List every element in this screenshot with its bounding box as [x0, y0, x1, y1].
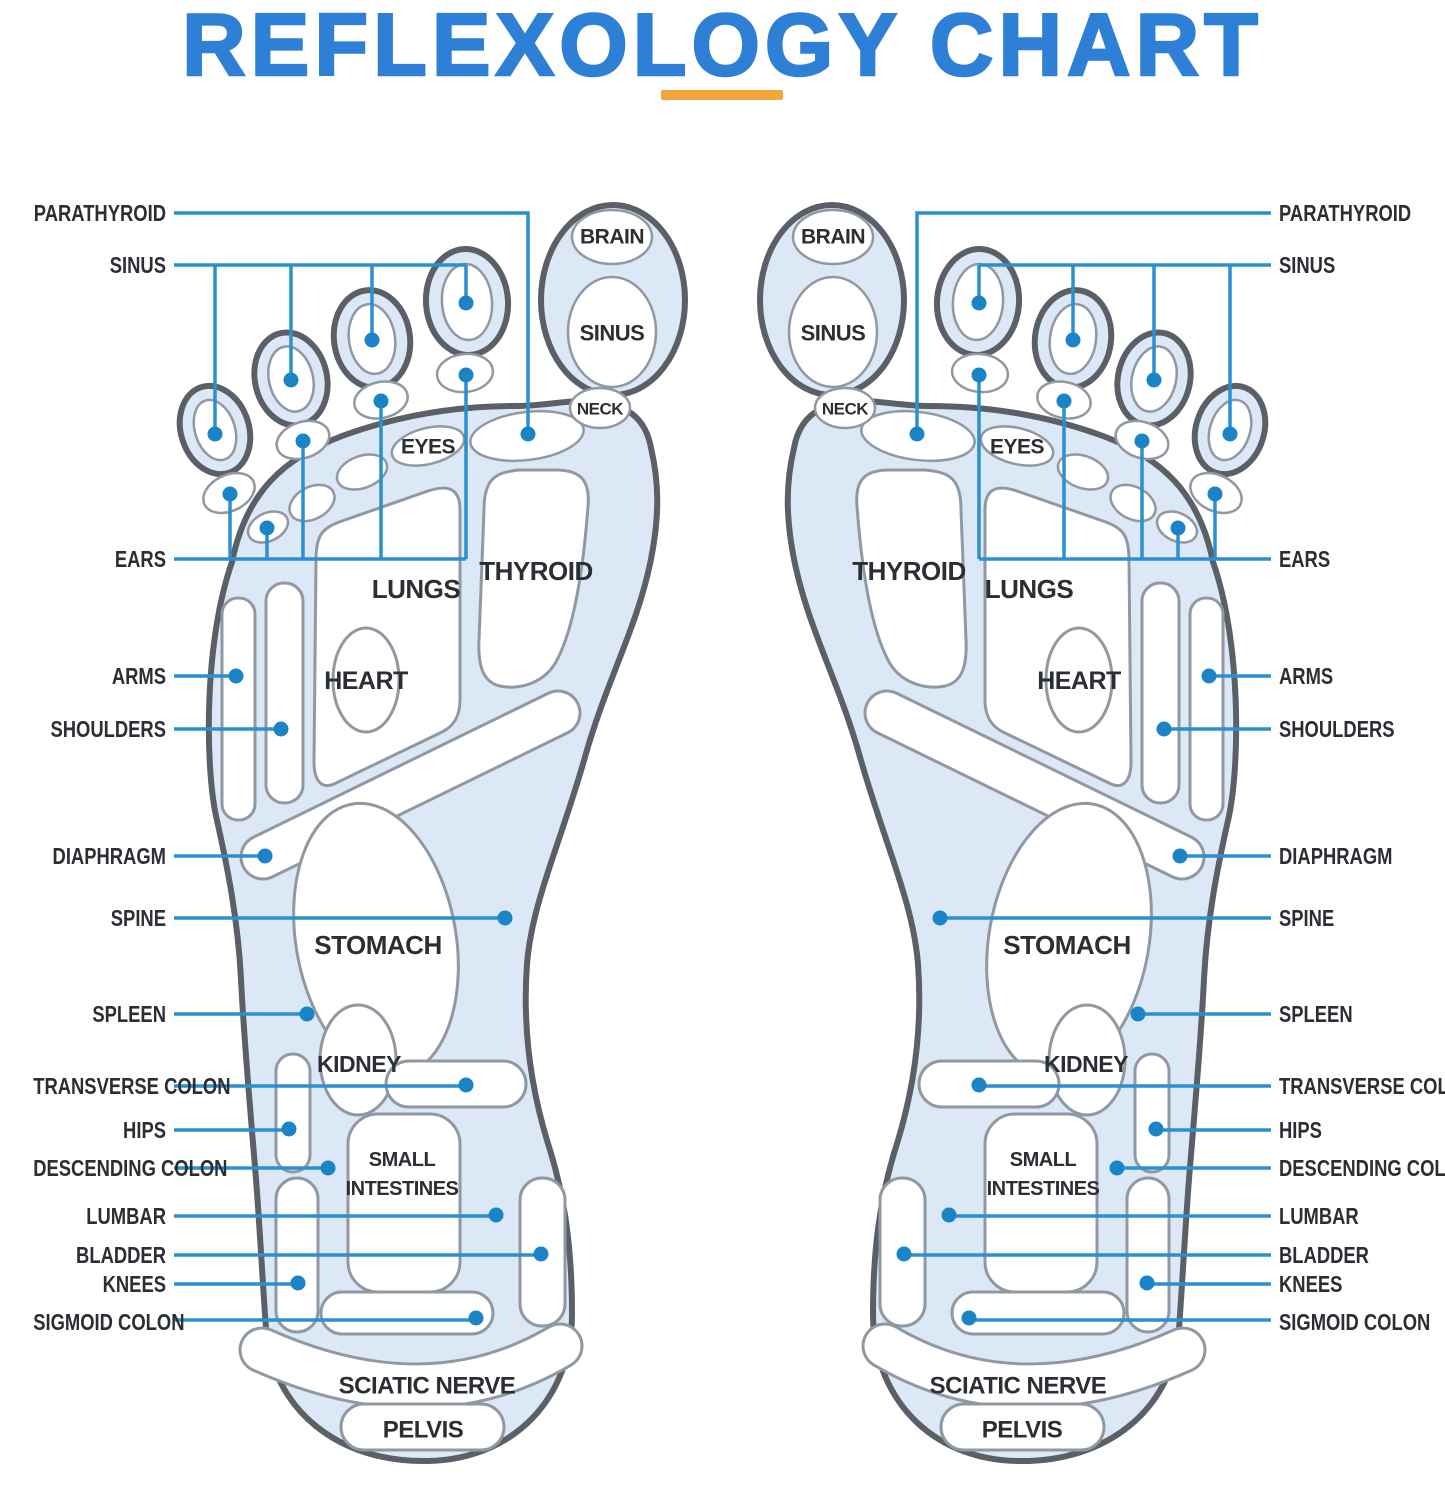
organ-label-sciatic-nerve-left: SCIATIC NERVE [339, 1373, 516, 1400]
svg-text:INTESTINES: INTESTINES [346, 1178, 459, 1200]
side-label-left-lumbar: LUMBAR [86, 1203, 166, 1229]
organ-label-stomach-right: STOMACH [1003, 930, 1130, 960]
organ-label-eyes-left: EYES [401, 436, 456, 459]
side-label-right-sinus: SINUS [1279, 252, 1336, 278]
organ-label-small-intestines-right: SMALL [1010, 1149, 1077, 1171]
organ-label-pelvis-right: PELVIS [982, 1417, 1063, 1444]
organ-label-sinus-left: SINUS [580, 321, 645, 346]
organ-label-neck-left: NECK [577, 400, 624, 419]
side-label-right-transverse-colon: TRANSVERSE COLON [1279, 1073, 1445, 1099]
side-label-left-transverse-colon: TRANSVERSE COLON [33, 1073, 231, 1099]
organ-label-thyroid-left: THYROID [479, 556, 593, 586]
side-label-left-bladder: BLADDER [76, 1242, 166, 1268]
side-label-right-lumbar: LUMBAR [1279, 1203, 1359, 1229]
side-label-left-sinus: SINUS [109, 252, 166, 278]
organ-label-sciatic-nerve-right: SCIATIC NERVE [930, 1373, 1107, 1400]
side-label-right-parathyroid: PARATHYROID [1279, 200, 1412, 226]
side-label-right-spleen: SPLEEN [1279, 1001, 1353, 1027]
right-foot-group [760, 205, 1276, 1461]
side-label-left-ears: EARS [114, 546, 166, 572]
organ-label-eyes-right: EYES [990, 436, 1045, 459]
side-label-right-descending-colon: DESCENDING COLON [1279, 1155, 1445, 1181]
side-label-right-ears: EARS [1279, 546, 1331, 572]
organ-label-neck-right: NECK [822, 400, 869, 419]
organ-label-small-intestines-left: SMALL [369, 1149, 436, 1171]
side-label-right-hips: HIPS [1279, 1117, 1322, 1143]
right-foot [760, 205, 1276, 1461]
side-label-right-arms: ARMS [1279, 663, 1334, 689]
side-label-left-shoulders: SHOULDERS [50, 716, 166, 742]
side-label-left-diaphragm: DIAPHRAGM [52, 843, 167, 869]
organ-label-heart-right: HEART [1037, 667, 1121, 695]
side-label-right-knees: KNEES [1279, 1271, 1343, 1297]
organ-label-sinus-right: SINUS [801, 321, 866, 346]
side-label-left-hips: HIPS [123, 1117, 166, 1143]
side-label-right-bladder: BLADDER [1279, 1242, 1369, 1268]
side-label-right-diaphragm: DIAPHRAGM [1279, 843, 1393, 869]
side-label-left-descending-colon: DESCENDING COLON [33, 1155, 228, 1181]
side-label-left-sigmoid-colon: SIGMOID COLON [33, 1309, 185, 1335]
organ-label-kidney-left: KIDNEY [317, 1051, 401, 1077]
page-title: REFLEXOLOGY CHART [181, 0, 1263, 95]
side-label-right-shoulders: SHOULDERS [1279, 716, 1395, 742]
organ-label-lungs-right: LUNGS [985, 574, 1074, 604]
organ-label-heart-left: HEART [324, 667, 408, 695]
side-label-left-spleen: SPLEEN [92, 1001, 166, 1027]
side-label-left-arms: ARMS [111, 663, 166, 689]
side-label-left-parathyroid: PARATHYROID [33, 200, 166, 226]
side-label-left-knees: KNEES [102, 1271, 166, 1297]
title-underline-bar [661, 90, 783, 100]
side-label-right-spine: SPINE [1279, 905, 1335, 931]
svg-text:INTESTINES: INTESTINES [987, 1178, 1100, 1200]
side-label-right-sigmoid-colon: SIGMOID COLON [1279, 1309, 1431, 1335]
organ-label-kidney-right: KIDNEY [1044, 1051, 1128, 1077]
organ-label-brain-right: BRAIN [801, 226, 865, 249]
left-foot [169, 205, 685, 1461]
organ-label-thyroid-right: THYROID [852, 556, 966, 586]
side-label-left-spine: SPINE [110, 905, 166, 931]
organ-label-lungs-left: LUNGS [372, 574, 461, 604]
organ-label-pelvis-left: PELVIS [383, 1417, 464, 1444]
organ-label-stomach-left: STOMACH [314, 930, 441, 960]
organ-label-brain-left: BRAIN [580, 226, 644, 249]
